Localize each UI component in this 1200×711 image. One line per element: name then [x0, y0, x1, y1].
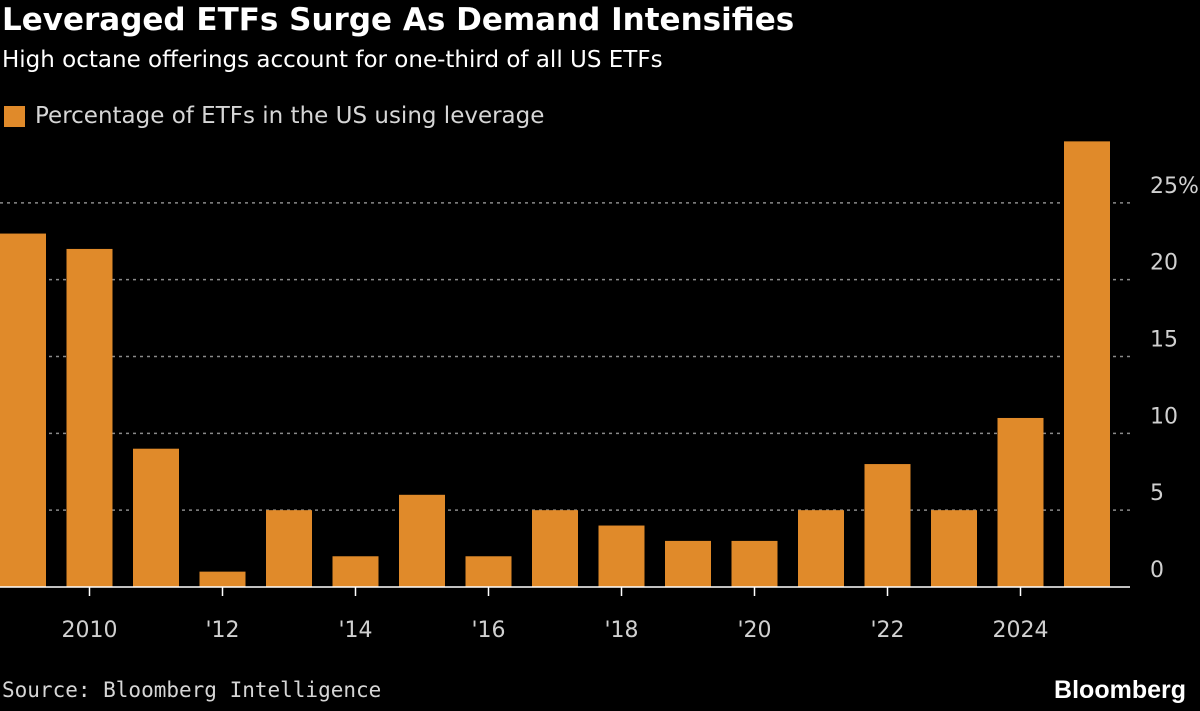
bar [0, 233, 46, 588]
x-tick-label: 2010 [62, 618, 118, 643]
bar [598, 525, 645, 587]
bar [997, 417, 1044, 587]
y-tick-label: 20 [1150, 251, 1178, 276]
y-tick-label: 5 [1150, 481, 1164, 506]
bar [133, 448, 179, 587]
bar [332, 556, 379, 587]
x-tick-label: '20 [737, 618, 771, 643]
bar [731, 540, 778, 587]
bar [199, 571, 246, 587]
bar [665, 540, 711, 587]
bars [0, 141, 1110, 588]
bar [266, 510, 312, 587]
legend-label: Percentage of ETFs in the US using lever… [35, 103, 545, 129]
bar [399, 494, 445, 587]
chart-subtitle: High octane offerings account for one-th… [2, 47, 663, 73]
y-tick-label: 15 [1150, 328, 1178, 353]
x-tick-label: '18 [604, 618, 638, 643]
x-tick-label: '14 [338, 618, 372, 643]
x-tick-label: 2024 [993, 618, 1049, 643]
chart-title: Leveraged ETFs Surge As Demand Intensifi… [2, 2, 795, 38]
x-tick-label: '16 [471, 618, 505, 643]
y-tick-label: 10 [1150, 404, 1178, 429]
bar [798, 510, 844, 587]
y-tick-label: 0 [1150, 558, 1164, 583]
bar [1064, 141, 1110, 587]
bar [864, 464, 911, 587]
bar [931, 510, 977, 587]
source-note: Source: Bloomberg Intelligence [2, 678, 382, 702]
axes: 0 5 10 15 20 25% 2010 '12 '14 '16 '18 '20 '22 2024 [0, 174, 1199, 643]
legend-swatch [4, 105, 25, 127]
bar [532, 510, 578, 587]
x-tick-label: '22 [870, 618, 904, 643]
x-tick-label: '12 [205, 618, 239, 643]
bar [66, 248, 113, 587]
y-tick-label: 25% [1150, 174, 1199, 199]
bar [465, 556, 512, 587]
legend: Percentage of ETFs in the US using lever… [4, 103, 544, 129]
bloomberg-logo: Bloomberg [1054, 676, 1186, 704]
